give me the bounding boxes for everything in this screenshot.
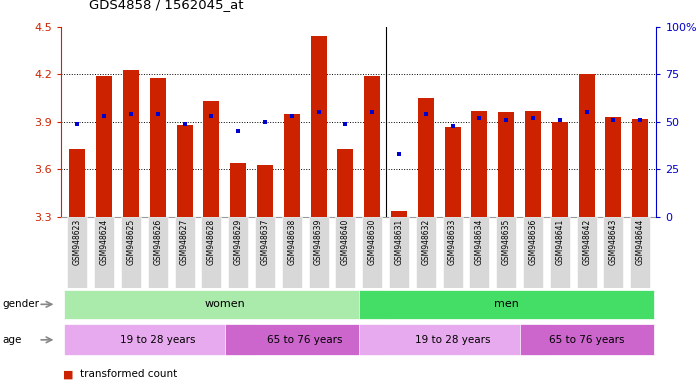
Text: 19 to 28 years: 19 to 28 years [415, 335, 491, 345]
Text: GSM948636: GSM948636 [528, 219, 537, 265]
Text: GSM948629: GSM948629 [234, 219, 243, 265]
Text: age: age [2, 335, 22, 345]
Text: GSM948637: GSM948637 [260, 219, 269, 265]
Text: GSM948630: GSM948630 [367, 219, 377, 265]
Text: GSM948625: GSM948625 [127, 219, 136, 265]
Bar [335, 217, 356, 288]
Bar [94, 217, 114, 288]
Text: GSM948634: GSM948634 [475, 219, 484, 265]
Text: GDS4858 / 1562045_at: GDS4858 / 1562045_at [89, 0, 244, 12]
Bar [70, 149, 86, 217]
Bar [150, 78, 166, 217]
Bar [603, 217, 624, 288]
Bar [257, 165, 273, 217]
Bar [64, 290, 386, 319]
Text: GSM948624: GSM948624 [100, 219, 109, 265]
Bar [496, 217, 516, 288]
Bar [358, 290, 654, 319]
Bar [148, 217, 168, 288]
Text: GSM948631: GSM948631 [395, 219, 404, 265]
Bar [469, 217, 489, 288]
Bar [443, 217, 463, 288]
Bar [632, 119, 648, 217]
Text: GSM948641: GSM948641 [555, 219, 564, 265]
Bar [358, 324, 546, 356]
Text: 65 to 76 years: 65 to 76 years [267, 335, 343, 345]
Text: GSM948632: GSM948632 [421, 219, 430, 265]
Text: GSM948644: GSM948644 [635, 219, 644, 265]
Bar [201, 217, 221, 288]
Text: men: men [493, 299, 519, 310]
Bar [578, 74, 594, 217]
Bar [391, 210, 407, 217]
Bar [121, 217, 141, 288]
Text: GSM948639: GSM948639 [314, 219, 323, 265]
Bar [255, 217, 275, 288]
Text: 19 to 28 years: 19 to 28 years [120, 335, 196, 345]
Bar [498, 113, 514, 217]
Bar [282, 217, 302, 288]
Bar [520, 324, 654, 356]
Bar [389, 217, 409, 288]
Bar [445, 127, 461, 217]
Bar [550, 217, 570, 288]
Bar [230, 163, 246, 217]
Bar [523, 217, 543, 288]
Bar [606, 117, 622, 217]
Text: 65 to 76 years: 65 to 76 years [549, 335, 624, 345]
Bar [630, 217, 650, 288]
Text: GSM948640: GSM948640 [341, 219, 350, 265]
Text: GSM948642: GSM948642 [582, 219, 591, 265]
Text: women: women [205, 299, 245, 310]
Text: GSM948626: GSM948626 [153, 219, 162, 265]
Bar [338, 149, 354, 217]
Bar [175, 217, 195, 288]
Bar [416, 217, 436, 288]
Text: GSM948635: GSM948635 [502, 219, 511, 265]
Bar [418, 98, 434, 217]
Bar [471, 111, 487, 217]
Bar [225, 324, 386, 356]
Text: GSM948627: GSM948627 [180, 219, 189, 265]
Bar [308, 217, 329, 288]
Text: GSM948628: GSM948628 [207, 219, 216, 265]
Bar [552, 122, 568, 217]
Text: GSM948643: GSM948643 [609, 219, 618, 265]
Text: GSM948623: GSM948623 [73, 219, 82, 265]
Bar [362, 217, 382, 288]
Bar [284, 114, 300, 217]
Bar [96, 76, 112, 217]
Bar [203, 101, 219, 217]
Bar [576, 217, 596, 288]
Bar [177, 125, 193, 217]
Bar [123, 70, 139, 217]
Bar [68, 217, 88, 288]
Bar [364, 76, 380, 217]
Text: gender: gender [2, 299, 39, 310]
Bar [310, 36, 326, 217]
Text: transformed count: transformed count [80, 369, 177, 379]
Bar [525, 111, 541, 217]
Text: ■: ■ [63, 369, 73, 379]
Text: GSM948633: GSM948633 [448, 219, 457, 265]
Bar [228, 217, 248, 288]
Text: GSM948638: GSM948638 [287, 219, 296, 265]
Bar [64, 324, 251, 356]
